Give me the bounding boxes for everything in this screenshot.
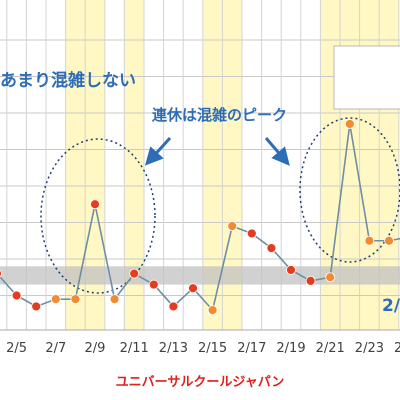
x-tick-label: 2/17 xyxy=(237,341,266,356)
data-point xyxy=(168,301,179,312)
data-point xyxy=(109,294,120,305)
data-point xyxy=(90,199,100,210)
data-point xyxy=(364,235,375,246)
data-point xyxy=(266,243,277,253)
annotation-holiday-peak: 連休は混雑のピーク xyxy=(152,106,288,124)
data-point xyxy=(246,228,257,239)
average-band xyxy=(0,266,400,285)
annotation-low-crowd: あまり混雑しない xyxy=(0,71,136,91)
x-tick-label: 2/25 xyxy=(394,341,400,356)
x-tick-label: 2/13 xyxy=(159,341,188,356)
annotation-date-fragment: 2/ xyxy=(382,296,400,316)
data-point xyxy=(305,275,316,286)
data-point xyxy=(207,305,218,316)
data-point xyxy=(227,221,238,232)
x-tick-label: 2/23 xyxy=(355,341,384,356)
data-point xyxy=(129,268,140,279)
arrow-right xyxy=(264,137,290,166)
highlight-range-1 xyxy=(124,0,144,330)
peak-ellipse-left xyxy=(40,138,156,294)
arrow-left xyxy=(144,136,172,166)
footer-title: ユニバーサルクールジャパン xyxy=(115,375,285,390)
x-tick-label: 2/11 xyxy=(120,341,149,356)
x-tick-label: 2/21 xyxy=(316,341,345,356)
x-tick-label: 2/5 xyxy=(6,341,27,356)
data-point xyxy=(70,294,81,305)
data-point xyxy=(325,272,336,283)
data-point xyxy=(31,301,42,312)
x-tick-label: 2/15 xyxy=(198,341,227,356)
data-point xyxy=(286,265,296,275)
data-point xyxy=(188,283,198,294)
peak-ellipse-right xyxy=(299,117,400,263)
data-point xyxy=(11,290,22,301)
x-tick-label: 2/9 xyxy=(85,341,106,356)
data-point xyxy=(148,279,159,290)
x-tick-label: 2/7 xyxy=(45,341,66,356)
data-point xyxy=(50,294,61,305)
data-point xyxy=(344,119,355,129)
note-box xyxy=(333,45,400,110)
data-point xyxy=(384,235,394,246)
series-line xyxy=(0,123,400,312)
data-point xyxy=(0,269,2,278)
x-tick-label: 2/19 xyxy=(276,341,305,356)
